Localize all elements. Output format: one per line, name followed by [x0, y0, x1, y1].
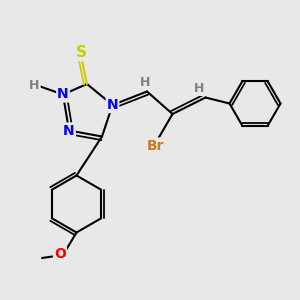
- Text: H: H: [140, 76, 151, 89]
- Text: O: O: [54, 247, 66, 260]
- Text: S: S: [76, 45, 86, 60]
- Text: N: N: [57, 88, 69, 101]
- Text: H: H: [194, 82, 205, 95]
- Text: N: N: [63, 124, 75, 137]
- Text: N: N: [107, 98, 118, 112]
- Text: H: H: [29, 79, 40, 92]
- Text: Br: Br: [147, 139, 165, 152]
